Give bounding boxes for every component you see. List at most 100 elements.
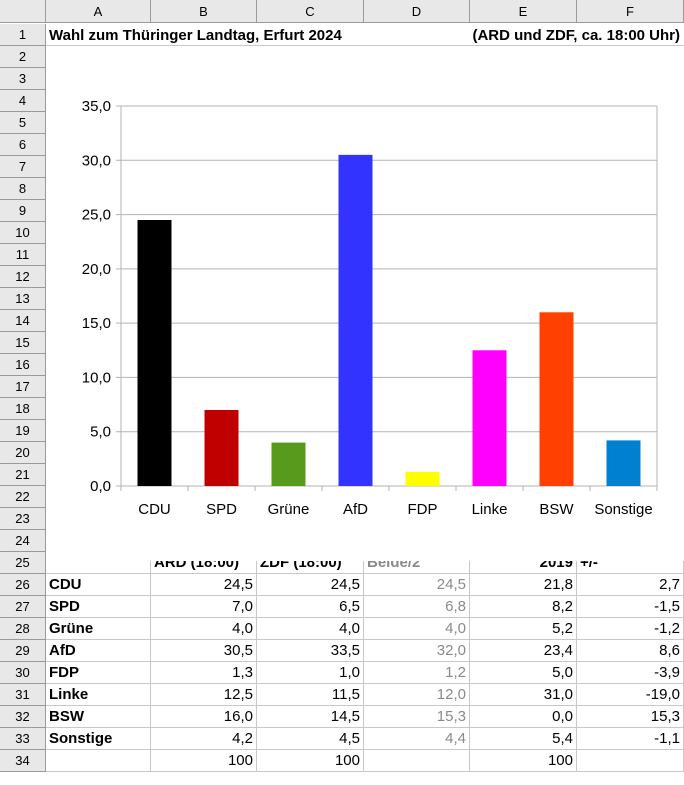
sheet-subtitle[interactable]: (ARD und ZDF, ca. 18:00 Uhr) [472, 26, 680, 44]
table-header-cell[interactable] [46, 552, 151, 574]
column-header-d[interactable]: D [364, 0, 470, 23]
value-cell[interactable]: 30,5 [151, 640, 257, 662]
value-cell[interactable]: 4,0 [151, 618, 257, 640]
party-name-cell[interactable]: BSW [46, 706, 151, 728]
value-cell[interactable]: 6,8 [364, 596, 470, 618]
row-header-6[interactable]: 6 [0, 134, 46, 156]
party-name-cell[interactable] [46, 750, 151, 772]
value-cell[interactable]: 2,7 [577, 574, 684, 596]
party-name-cell[interactable]: SPD [46, 596, 151, 618]
value-cell[interactable]: 4,0 [364, 618, 470, 640]
row-header-26[interactable]: 26 [0, 574, 46, 596]
column-header-e[interactable]: E [470, 0, 577, 23]
value-cell[interactable] [364, 750, 470, 772]
value-cell[interactable]: 1,0 [257, 662, 364, 684]
row-header-33[interactable]: 33 [0, 728, 46, 750]
column-header-a[interactable]: A [46, 0, 151, 23]
row-header-23[interactable]: 23 [0, 508, 46, 530]
value-cell[interactable]: 100 [257, 750, 364, 772]
row-header-1[interactable]: 1 [0, 24, 46, 46]
row-header-27[interactable]: 27 [0, 596, 46, 618]
row-header-11[interactable]: 11 [0, 244, 46, 266]
value-cell[interactable]: 16,0 [151, 706, 257, 728]
column-header-b[interactable]: B [151, 0, 257, 23]
value-cell[interactable]: -1,2 [577, 618, 684, 640]
party-name-cell[interactable]: AfD [46, 640, 151, 662]
row-header-21[interactable]: 21 [0, 464, 46, 486]
row-header-5[interactable]: 5 [0, 112, 46, 134]
value-cell[interactable]: -3,9 [577, 662, 684, 684]
value-cell[interactable]: -1,5 [577, 596, 684, 618]
value-cell[interactable] [577, 750, 684, 772]
row-header-28[interactable]: 28 [0, 618, 46, 640]
value-cell[interactable]: 24,5 [151, 574, 257, 596]
row-header-15[interactable]: 15 [0, 332, 46, 354]
value-cell[interactable]: 24,5 [257, 574, 364, 596]
value-cell[interactable]: 21,8 [470, 574, 577, 596]
value-cell[interactable]: 6,5 [257, 596, 364, 618]
row-header-20[interactable]: 20 [0, 442, 46, 464]
row-header-4[interactable]: 4 [0, 90, 46, 112]
party-name-cell[interactable]: FDP [46, 662, 151, 684]
value-cell[interactable]: 14,5 [257, 706, 364, 728]
column-header-f[interactable]: F [577, 0, 684, 23]
value-cell[interactable]: 12,5 [151, 684, 257, 706]
row-header-10[interactable]: 10 [0, 222, 46, 244]
value-cell[interactable]: -1,1 [577, 728, 684, 750]
value-cell[interactable]: 15,3 [364, 706, 470, 728]
row-header-18[interactable]: 18 [0, 398, 46, 420]
row-header-2[interactable]: 2 [0, 46, 46, 68]
value-cell[interactable]: -19,0 [577, 684, 684, 706]
party-name-cell[interactable]: CDU [46, 574, 151, 596]
bar-chart[interactable]: 0,0 5,0 10,0 15,0 20,0 25,0 30,0 35,0 CDU SPD Grün… [47, 46, 684, 561]
y-tick-label: 25,0 [82, 207, 111, 224]
row-header-34[interactable]: 34 [0, 750, 46, 772]
row-header-9[interactable]: 9 [0, 200, 46, 222]
row-header-12[interactable]: 12 [0, 266, 46, 288]
row-header-30[interactable]: 30 [0, 662, 46, 684]
row-header-16[interactable]: 16 [0, 354, 46, 376]
value-cell[interactable]: 4,0 [257, 618, 364, 640]
value-cell[interactable]: 0,0 [470, 706, 577, 728]
row-header-7[interactable]: 7 [0, 156, 46, 178]
value-cell[interactable]: 33,5 [257, 640, 364, 662]
value-cell[interactable]: 32,0 [364, 640, 470, 662]
value-cell[interactable]: 24,5 [364, 574, 470, 596]
row-header-17[interactable]: 17 [0, 376, 46, 398]
value-cell[interactable]: 12,0 [364, 684, 470, 706]
value-cell[interactable]: 8,6 [577, 640, 684, 662]
value-cell[interactable]: 7,0 [151, 596, 257, 618]
select-all-corner[interactable] [0, 0, 46, 23]
value-cell[interactable]: 31,0 [470, 684, 577, 706]
party-name-cell[interactable]: Grüne [46, 618, 151, 640]
value-cell[interactable]: 100 [151, 750, 257, 772]
value-cell[interactable]: 23,4 [470, 640, 577, 662]
row-header-25[interactable]: 25 [0, 552, 46, 574]
value-cell[interactable]: 5,0 [470, 662, 577, 684]
row-header-13[interactable]: 13 [0, 288, 46, 310]
row-header-31[interactable]: 31 [0, 684, 46, 706]
row-header-19[interactable]: 19 [0, 420, 46, 442]
value-cell[interactable]: 4,2 [151, 728, 257, 750]
row-header-29[interactable]: 29 [0, 640, 46, 662]
row-header-22[interactable]: 22 [0, 486, 46, 508]
party-name-cell[interactable]: Sonstige [46, 728, 151, 750]
value-cell[interactable]: 5,2 [470, 618, 577, 640]
row-header-24[interactable]: 24 [0, 530, 46, 552]
column-header-c[interactable]: C [257, 0, 364, 23]
row-header-32[interactable]: 32 [0, 706, 46, 728]
value-cell[interactable]: 4,4 [364, 728, 470, 750]
value-cell[interactable]: 1,3 [151, 662, 257, 684]
value-cell[interactable]: 5,4 [470, 728, 577, 750]
value-cell[interactable]: 11,5 [257, 684, 364, 706]
party-name-cell[interactable]: Linke [46, 684, 151, 706]
value-cell[interactable]: 15,3 [577, 706, 684, 728]
row-header-8[interactable]: 8 [0, 178, 46, 200]
row-header-3[interactable]: 3 [0, 68, 46, 90]
value-cell[interactable]: 100 [470, 750, 577, 772]
value-cell[interactable]: 8,2 [470, 596, 577, 618]
value-cell[interactable]: 1,2 [364, 662, 470, 684]
value-cell[interactable]: 4,5 [257, 728, 364, 750]
sheet-title[interactable]: Wahl zum Thüringer Landtag, Erfurt 2024 [49, 26, 342, 44]
row-header-14[interactable]: 14 [0, 310, 46, 332]
